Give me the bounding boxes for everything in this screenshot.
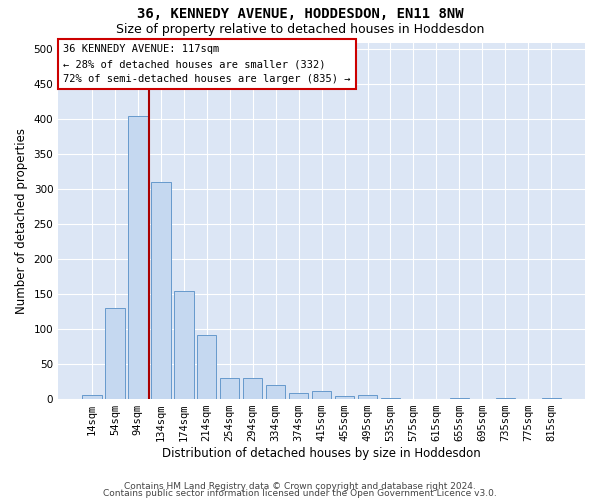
Text: 36 KENNEDY AVENUE: 117sqm
← 28% of detached houses are smaller (332)
72% of semi: 36 KENNEDY AVENUE: 117sqm ← 28% of detac… [64,44,351,84]
Bar [82,395,101,399]
Text: Size of property relative to detached houses in Hoddesdon: Size of property relative to detached ho… [116,22,484,36]
Bar [243,378,262,399]
Bar [105,308,125,399]
Bar [151,182,170,399]
Bar [358,395,377,399]
Bar [335,396,355,399]
X-axis label: Distribution of detached houses by size in Hoddesdon: Distribution of detached houses by size … [162,447,481,460]
Y-axis label: Number of detached properties: Number of detached properties [15,128,28,314]
Bar [496,398,515,399]
Bar [542,398,561,399]
Text: Contains public sector information licensed under the Open Government Licence v3: Contains public sector information licen… [103,489,497,498]
Bar [289,394,308,399]
Bar [220,378,239,399]
Bar [449,398,469,399]
Bar [197,335,217,399]
Text: 36, KENNEDY AVENUE, HODDESDON, EN11 8NW: 36, KENNEDY AVENUE, HODDESDON, EN11 8NW [137,8,463,22]
Bar [128,116,148,399]
Text: Contains HM Land Registry data © Crown copyright and database right 2024.: Contains HM Land Registry data © Crown c… [124,482,476,491]
Bar [174,290,194,399]
Bar [381,398,400,399]
Bar [266,385,286,399]
Bar [312,390,331,399]
